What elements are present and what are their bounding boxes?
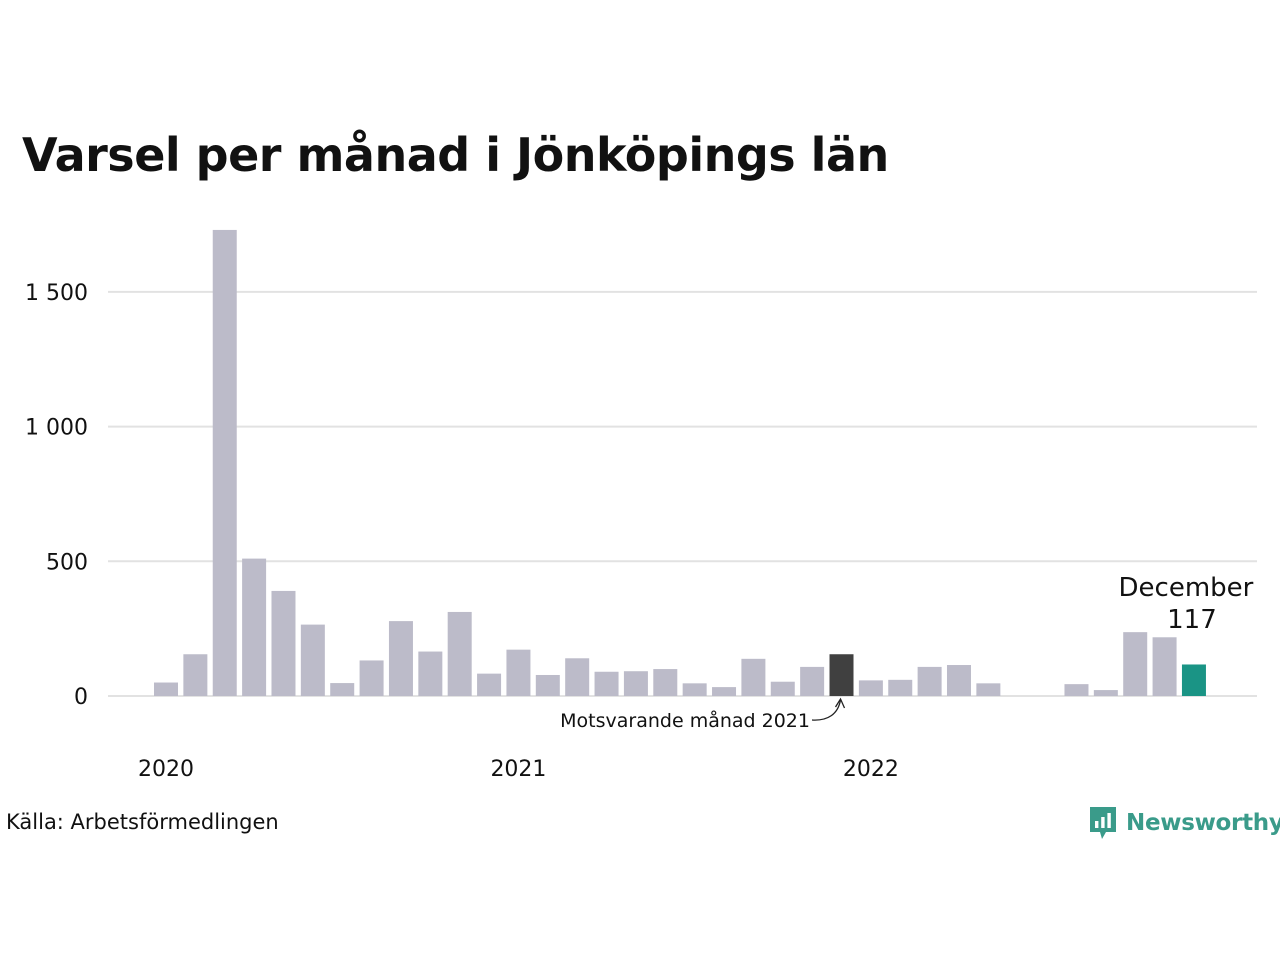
- bar-2022-02: [888, 679, 913, 696]
- bar-2021-09: [741, 658, 766, 696]
- bar-2022-03: [917, 666, 942, 696]
- annotations: Motsvarande månad 2021 December 117: [560, 573, 1254, 732]
- comparison-label: Motsvarande månad 2021: [560, 709, 810, 732]
- bar-2020-05: [271, 590, 296, 696]
- bar-2020-09: [388, 621, 413, 696]
- bar-2021-04: [594, 671, 619, 696]
- highlight-value-label: 117: [1167, 605, 1217, 635]
- bar-2022-08: [1064, 684, 1089, 696]
- bar-2020-03: [212, 229, 237, 697]
- bar-2020-07: [330, 683, 355, 696]
- y-tick-label: 500: [46, 550, 88, 575]
- y-axis-labels: 0 500 1 000 1 500: [25, 281, 88, 710]
- bar-2021-07: [682, 683, 707, 696]
- bar-2020-02: [183, 654, 208, 696]
- source-note: Källa: Arbetsförmedlingen: [6, 810, 279, 834]
- bar-2021-06: [653, 669, 678, 696]
- x-tick-label: 2020: [138, 757, 194, 782]
- bar-2021-01: [506, 649, 531, 696]
- bar-2022-10: [1123, 632, 1148, 696]
- comparison-arrowhead: [834, 697, 846, 709]
- bar-2021-12: [829, 654, 854, 696]
- bar-2020-12: [477, 673, 502, 696]
- bar-2021-02: [535, 674, 560, 696]
- bar-2022-05: [976, 683, 1001, 696]
- bar-2020-08: [359, 660, 384, 696]
- bar-2021-03: [565, 658, 590, 696]
- x-axis-labels: 2020 2021 2022: [138, 757, 899, 782]
- brand-name: Newsworthy: [1126, 810, 1280, 836]
- newsworthy-logo-icon: [1090, 807, 1116, 839]
- x-tick-label: 2021: [490, 757, 546, 782]
- bar-2020-04: [242, 558, 267, 696]
- bar-2022-01: [858, 680, 883, 696]
- y-tick-label: 1 500: [25, 281, 88, 306]
- bar-2022-12: [1181, 664, 1206, 696]
- x-tick-label: 2022: [843, 757, 899, 782]
- bar-2021-08: [712, 687, 737, 696]
- bar-2021-11: [800, 666, 825, 696]
- bar-2022-11: [1152, 637, 1177, 696]
- bar-2020-06: [300, 624, 325, 696]
- highlight-month-label: December: [1119, 573, 1254, 603]
- bar-2020-11: [447, 611, 472, 696]
- bar-2022-09: [1093, 690, 1118, 696]
- bar-2020-01: [154, 682, 178, 696]
- bar-2021-05: [623, 671, 648, 696]
- y-tick-label: 1 000: [25, 416, 88, 441]
- y-tick-label: 0: [74, 685, 88, 710]
- brand-logo: Newsworthy: [1088, 804, 1280, 842]
- bars: [154, 229, 1206, 697]
- bar-2022-04: [946, 665, 971, 696]
- bar-2020-10: [418, 651, 443, 696]
- chart-title: Varsel per månad i Jönköpings län: [22, 128, 889, 182]
- comparison-arrow: [811, 699, 842, 721]
- bar-2021-10: [770, 681, 795, 696]
